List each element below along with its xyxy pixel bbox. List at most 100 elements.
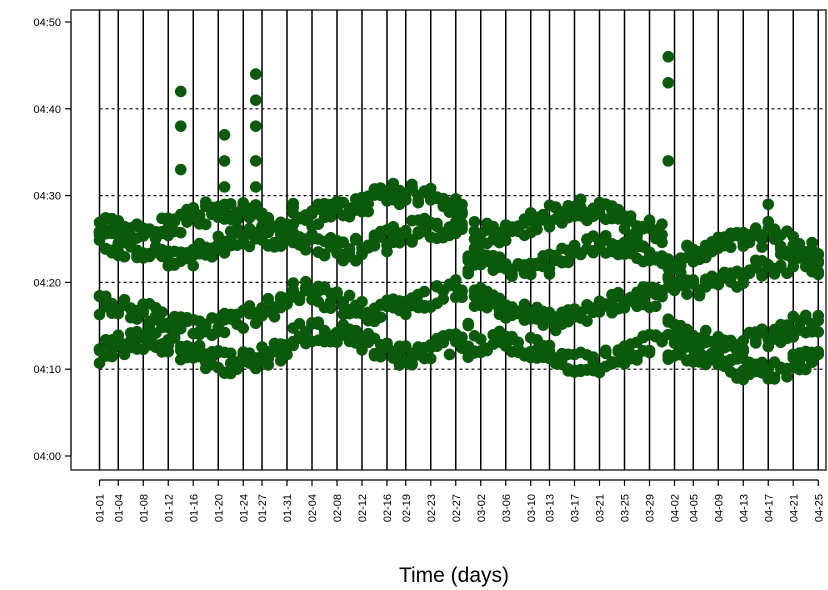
data-point <box>281 348 293 361</box>
data-point <box>287 201 300 214</box>
data-point <box>737 334 750 347</box>
y-tick-label: 04:20 <box>33 277 61 289</box>
x-tick-label: 03-21 <box>595 494 607 522</box>
data-point <box>812 247 825 260</box>
data-point <box>399 193 412 205</box>
data-point <box>356 295 368 308</box>
data-point <box>224 198 237 210</box>
data-point <box>224 347 237 360</box>
data-point-outlier <box>249 120 262 132</box>
data-point <box>368 239 381 252</box>
x-tick-label: 02-08 <box>332 494 344 522</box>
data-point <box>793 238 806 250</box>
x-tick-label: 04-13 <box>738 494 750 522</box>
x-tick-label: 04-05 <box>688 494 700 522</box>
data-point <box>787 260 800 273</box>
x-tick-label: 01-20 <box>213 494 225 522</box>
data-point <box>681 288 693 300</box>
data-point <box>174 226 187 239</box>
data-point <box>262 292 275 305</box>
data-point <box>412 194 425 207</box>
data-point-outlier <box>249 181 262 193</box>
data-point <box>768 371 781 384</box>
x-tick-label: 02-04 <box>307 494 319 522</box>
data-point <box>374 311 387 323</box>
data-point <box>424 352 437 365</box>
data-point <box>431 217 443 230</box>
x-tick-label: 01-01 <box>95 494 107 522</box>
x-tick-label: 02-27 <box>451 494 463 522</box>
x-tick-label: 01-16 <box>188 494 200 522</box>
data-point <box>524 268 537 281</box>
data-point <box>456 208 468 221</box>
x-axis-title: Time (days) <box>399 564 509 587</box>
data-point-outlier <box>249 68 262 80</box>
data-point <box>462 319 475 332</box>
data-point <box>324 302 337 314</box>
data-point <box>674 259 687 272</box>
data-point <box>362 197 375 210</box>
data-point-outlier <box>249 155 262 167</box>
data-point <box>349 232 362 245</box>
data-point <box>187 259 200 272</box>
data-point <box>193 339 206 352</box>
data-point <box>343 289 356 302</box>
data-point-outlier <box>662 76 675 89</box>
data-point <box>293 317 306 330</box>
data-point <box>399 224 412 237</box>
data-point <box>374 350 387 363</box>
data-point <box>812 265 825 278</box>
data-point <box>162 345 175 358</box>
x-tick-label: 01-31 <box>282 494 294 522</box>
data-point <box>581 315 593 327</box>
data-point <box>562 256 575 269</box>
x-tick-label: 04-25 <box>813 494 825 522</box>
x-tick-label: 04-17 <box>763 494 775 522</box>
data-point <box>193 209 206 221</box>
data-point <box>737 277 750 290</box>
data-point <box>324 211 337 223</box>
data-point-outlier <box>174 163 187 176</box>
data-point <box>649 300 662 313</box>
x-tick-label: 03-17 <box>570 494 582 522</box>
data-point-outlier <box>662 50 675 63</box>
data-point <box>774 259 787 272</box>
data-point <box>643 214 656 226</box>
data-point <box>531 223 543 236</box>
data-point <box>737 345 750 358</box>
x-tick-label: 02-12 <box>357 494 369 522</box>
x-tick-label: 01-12 <box>163 494 175 522</box>
data-point-outlier <box>249 94 262 106</box>
data-point <box>656 228 668 241</box>
data-point-outlier <box>174 85 187 98</box>
x-tick-label: 03-25 <box>620 494 632 522</box>
data-point <box>443 348 456 361</box>
data-point <box>506 270 518 282</box>
data-point <box>418 285 431 298</box>
data-point-outlier <box>218 155 231 167</box>
data-point <box>299 244 312 256</box>
data-point <box>781 370 793 383</box>
x-tick-label: 01-04 <box>113 494 125 522</box>
data-point <box>118 250 131 263</box>
x-tick-label: 01-08 <box>138 494 150 522</box>
data-point <box>543 339 556 352</box>
x-tick-label: 02-23 <box>426 494 438 522</box>
data-point <box>199 218 212 231</box>
x-tick-label: 04-02 <box>670 494 682 522</box>
x-tick-label: 04-21 <box>788 494 800 522</box>
data-point <box>512 336 525 349</box>
data-point <box>756 241 768 253</box>
data-point <box>456 217 468 230</box>
data-point <box>362 205 375 218</box>
y-tick-label: 04:00 <box>33 451 61 463</box>
data-point <box>118 294 131 306</box>
data-point <box>93 308 106 321</box>
data-point <box>406 236 418 248</box>
data-point <box>462 267 475 280</box>
data-point-outlier <box>762 198 775 211</box>
y-tick-label: 04:30 <box>33 191 61 203</box>
data-point <box>318 249 331 262</box>
y-tick-label: 04:50 <box>33 17 61 29</box>
data-point-outlier <box>174 120 187 132</box>
